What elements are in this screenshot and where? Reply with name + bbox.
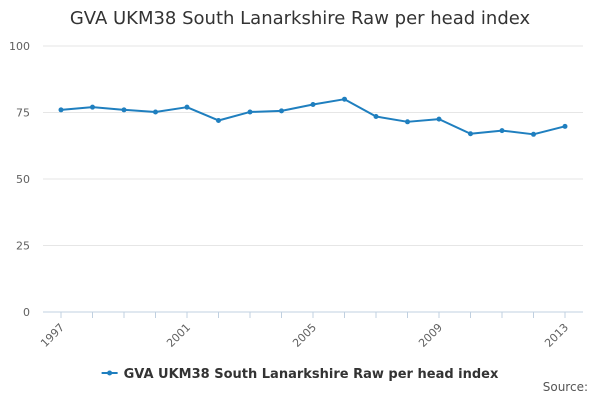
data-point-1997[interactable] [58, 107, 64, 113]
legend-label[interactable]: GVA UKM38 South Lanarkshire Raw per head… [124, 367, 499, 382]
data-point-2009[interactable] [436, 116, 442, 122]
data-point-2010[interactable] [468, 131, 473, 137]
chart-title: GVA UKM38 South Lanarkshire Raw per head… [69, 8, 531, 29]
data-point-2012[interactable] [531, 131, 536, 137]
x-tick-label-2009: 2009 [416, 321, 445, 350]
data-point-2008[interactable] [405, 119, 410, 125]
data-point-2007[interactable] [373, 113, 379, 119]
legend-item[interactable]: GVA UKM38 South Lanarkshire Raw per head… [101, 367, 499, 382]
data-point-2005[interactable] [310, 102, 316, 108]
data-point-2004[interactable] [279, 108, 284, 114]
y-tick-label-75: 75 [16, 107, 30, 120]
x-tick-label-2013: 2013 [542, 321, 571, 350]
series-layer [58, 96, 568, 137]
data-point-2006[interactable] [342, 96, 347, 102]
data-point-2013[interactable] [562, 123, 568, 129]
y-tick-label-25: 25 [16, 240, 30, 253]
y-tick-label-100: 100 [9, 40, 30, 53]
gridlines [43, 45, 583, 313]
x-tick-label-2001: 2001 [164, 321, 193, 350]
data-point-2001[interactable] [184, 104, 190, 110]
source-credit[interactable]: Source: [542, 380, 588, 394]
data-point-2011[interactable] [499, 128, 505, 134]
x-tick-label-1997: 1997 [38, 321, 67, 350]
legend-symbol-marker [107, 370, 113, 376]
legend[interactable]: GVA UKM38 South Lanarkshire Raw per head… [101, 367, 499, 382]
data-point-2002[interactable] [216, 117, 221, 123]
data-point-1999[interactable] [121, 107, 127, 113]
x-tick-label-2005: 2005 [290, 321, 319, 350]
data-point-2000[interactable] [153, 109, 158, 115]
y-tick-label-0: 0 [23, 306, 30, 319]
y-tick-label-50: 50 [16, 173, 30, 186]
data-point-1998[interactable] [90, 104, 95, 110]
data-point-2003[interactable] [247, 109, 253, 115]
x-axis: 0 25 50 75 100 1997 2001 2005 2009 2013 [9, 40, 571, 350]
